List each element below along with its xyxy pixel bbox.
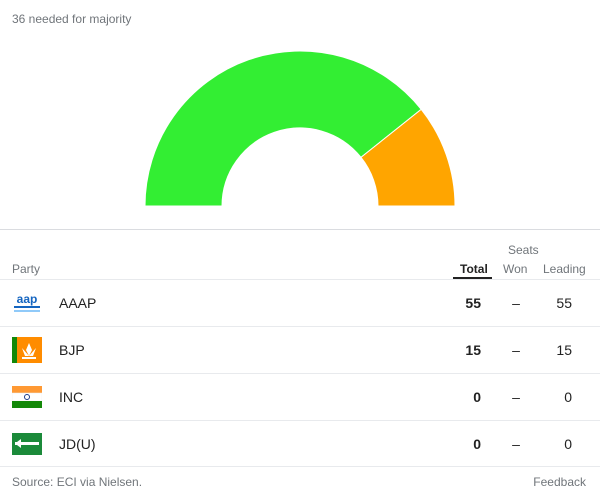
table-row: aap AAAP 55 – 55 (0, 279, 600, 327)
party-name: JD(U) (59, 436, 96, 452)
arc-segment-aaap[interactable] (144, 50, 422, 207)
won-value: – (512, 342, 520, 358)
total-value: 55 (465, 295, 481, 311)
col-header-won[interactable]: Won (503, 262, 528, 276)
party-name: INC (59, 389, 84, 405)
svg-text:aap: aap (17, 292, 38, 306)
col-header-party: Party (12, 262, 41, 276)
party-name: BJP (59, 342, 85, 358)
majority-note: 36 needed for majority (12, 12, 132, 26)
jdu-arrow-icon (12, 433, 42, 455)
feedback-link[interactable]: Feedback (533, 475, 586, 489)
inc-flag-icon (12, 386, 42, 408)
aap-logo-icon: aap (14, 292, 40, 312)
leading-value: 0 (564, 436, 572, 452)
total-value: 0 (473, 389, 481, 405)
party-name: AAAP (59, 295, 97, 311)
leading-value: 55 (556, 295, 572, 311)
total-value: 15 (465, 342, 481, 358)
total-sort-indicator (453, 277, 492, 279)
chart-divider (0, 229, 600, 230)
source-note: Source: ECI via Nielsen. (12, 475, 143, 489)
won-value: – (512, 389, 520, 405)
table-row: INC 0 – 0 (0, 373, 600, 421)
won-value: – (512, 295, 520, 311)
footer-divider (0, 466, 600, 467)
arc-segment-bjp[interactable] (360, 108, 456, 207)
leading-value: 15 (556, 342, 572, 358)
seat-arc-chart (144, 50, 456, 207)
bjp-lotus-icon (12, 337, 42, 363)
col-header-total[interactable]: Total (460, 262, 488, 276)
total-value: 0 (473, 436, 481, 452)
leading-value: 0 (564, 389, 572, 405)
col-header-leading[interactable]: Leading (543, 262, 586, 276)
table-row: BJP 15 – 15 (0, 326, 600, 374)
won-value: – (512, 436, 520, 452)
table-row: JD(U) 0 – 0 (0, 420, 600, 468)
seats-group-header: Seats (508, 243, 539, 257)
